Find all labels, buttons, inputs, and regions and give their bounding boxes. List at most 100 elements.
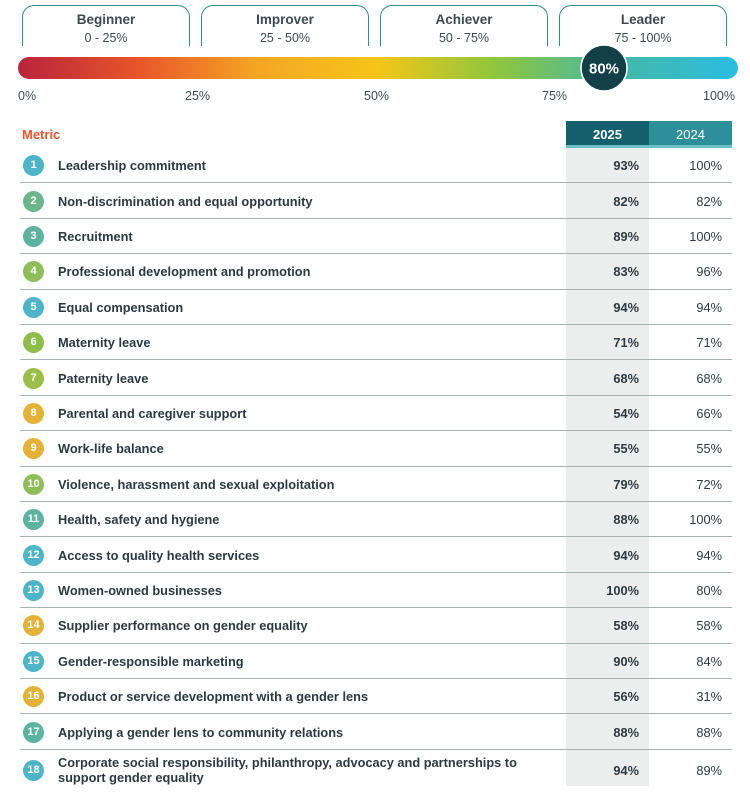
metric-label: Equal compensation	[58, 299, 184, 315]
value-2024: 58%	[696, 618, 722, 634]
value-2024: 55%	[696, 441, 722, 457]
table-row: 14 Supplier performance on gender equalit…	[20, 608, 732, 644]
value-2025: 55%	[613, 441, 639, 457]
metric-number-badge: 7	[23, 367, 44, 389]
value-2024: 94%	[696, 299, 722, 315]
metric-number-badge: 15	[23, 650, 44, 672]
value-2025: 82%	[613, 193, 639, 209]
metric-label: Women-owned businesses	[58, 582, 223, 598]
value-2024: 96%	[696, 264, 722, 280]
metric-label: Product or service development with a ge…	[58, 689, 369, 705]
metric-number-badge: 14	[23, 615, 44, 637]
tick-label: 100%	[703, 89, 735, 103]
value-2024: 100%	[689, 512, 722, 528]
value-2024: 82%	[696, 193, 722, 209]
metric-number-badge: 13	[23, 579, 44, 601]
tick-label: 0%	[18, 89, 37, 103]
tier-name: Improver	[256, 12, 314, 27]
metric-label: Supplier performance on gender equality	[58, 618, 308, 634]
tick-label: 75%	[542, 89, 568, 103]
value-2025: 79%	[613, 476, 639, 492]
column-2025-background	[566, 148, 649, 786]
metric-number-badge: 18	[23, 760, 44, 782]
value-2025: 93%	[613, 158, 639, 174]
tier-range: 0 - 25%	[84, 31, 128, 45]
metric-number-badge: 9	[23, 438, 44, 460]
metric-label: Paternity leave	[58, 370, 149, 386]
table-row: 1 Leadership commitment 93% 100%	[20, 148, 732, 184]
metric-number-badge: 11	[23, 509, 44, 531]
tier-improver: Improver 25 - 50%	[201, 5, 369, 46]
metric-label: Non-discrimination and equal opportunity	[58, 193, 313, 209]
value-2024: 72%	[696, 476, 722, 492]
metric-label: Corporate social responsibility, philant…	[58, 754, 517, 785]
metric-number-badge: 6	[23, 332, 44, 354]
table-row: 9 Work-life balance 55% 55%	[20, 431, 732, 467]
value-2024: 100%	[689, 158, 722, 174]
table-row: 4 Professional development and promotion 8…	[20, 254, 732, 290]
value-2025: 94%	[613, 299, 639, 315]
tier-name: Beginner	[76, 12, 136, 27]
tier-range: 25 - 50%	[259, 31, 311, 45]
metric-label: Parental and caregiver support	[58, 405, 247, 421]
metric-number-badge: 3	[23, 225, 44, 247]
tick-label: 25%	[185, 89, 211, 103]
metric-number-badge: 4	[23, 261, 44, 283]
metric-label: Leadership commitment	[58, 158, 206, 174]
value-2025: 71%	[613, 335, 639, 351]
value-2025: 58%	[613, 618, 639, 634]
metric-number-badge: 17	[23, 721, 44, 743]
score-label: 80%	[589, 61, 619, 78]
table-row: 6 Maternity leave 71% 71%	[20, 325, 732, 361]
year-2024-header: 2024	[649, 121, 732, 148]
table-row: 12 Access to quality health services 94% 94…	[20, 537, 732, 573]
tier-range: 75 - 100%	[614, 31, 672, 45]
metric-label: Applying a gender lens to community rela…	[58, 724, 344, 740]
metric-label: Work-life balance	[58, 441, 164, 457]
tier-range: 50 - 75%	[438, 31, 490, 45]
score-gauge: 80%	[18, 45, 738, 92]
table-row: 5 Equal compensation 94% 94%	[20, 290, 732, 325]
metric-number-badge: 1	[23, 155, 44, 177]
value-2024: 71%	[696, 335, 722, 351]
table-row: 10 Violence, harassment and sexual exploi…	[20, 467, 732, 502]
value-2024: 89%	[696, 763, 722, 779]
value-2025: 90%	[613, 653, 639, 669]
tier-name: Achiever	[435, 12, 493, 27]
metric-number-badge: 16	[23, 686, 44, 708]
score-marker	[580, 45, 628, 92]
value-2025: 68%	[613, 370, 639, 386]
value-2024: 68%	[696, 370, 722, 386]
metric-number-badge: 5	[23, 296, 44, 318]
value-2024: 84%	[696, 653, 722, 669]
value-2025: 89%	[613, 228, 639, 244]
metric-label: Recruitment	[58, 228, 133, 244]
table-row: 17 Applying a gender lens to community re…	[20, 714, 732, 750]
value-2024: 31%	[696, 689, 722, 705]
table-row: 18 Corporate social responsibility, phila…	[20, 750, 732, 792]
table-row: 16 Product or service development with a …	[20, 679, 732, 715]
metric-label: Professional development and promotion	[58, 264, 311, 280]
table-row: 15 Gender-responsible marketing 90% 84%	[20, 644, 732, 679]
metric-label: Maternity leave	[58, 335, 151, 351]
value-2025: 100%	[606, 582, 639, 598]
tier-achiever: Achiever 50 - 75%	[380, 5, 548, 46]
value-2025: 94%	[613, 763, 639, 779]
tier-name: Leader	[620, 12, 666, 27]
tier-leader: Leader 75 - 100%	[559, 5, 727, 46]
metric-label: Gender-responsible marketing	[58, 653, 244, 669]
table-row: 3 Recruitment 89% 100%	[20, 219, 732, 255]
metric-number-badge: 10	[23, 473, 44, 495]
year-2025-header: 2025	[566, 121, 649, 148]
metric-number-badge: 12	[23, 544, 44, 566]
metric-column-header: Metric	[22, 127, 61, 142]
table-row: 11 Health, safety and hygiene 88% 100%	[20, 502, 732, 538]
value-2024: 94%	[696, 547, 722, 563]
value-2025: 83%	[613, 264, 639, 280]
metric-number-badge: 8	[23, 402, 44, 424]
table-row: 13 Women-owned businesses 100% 80%	[20, 573, 732, 609]
value-2025: 94%	[613, 547, 639, 563]
value-2025: 88%	[613, 724, 639, 740]
table-row: 8 Parental and caregiver support 54% 66%	[20, 396, 732, 432]
metric-label: Health, safety and hygiene	[58, 512, 220, 528]
